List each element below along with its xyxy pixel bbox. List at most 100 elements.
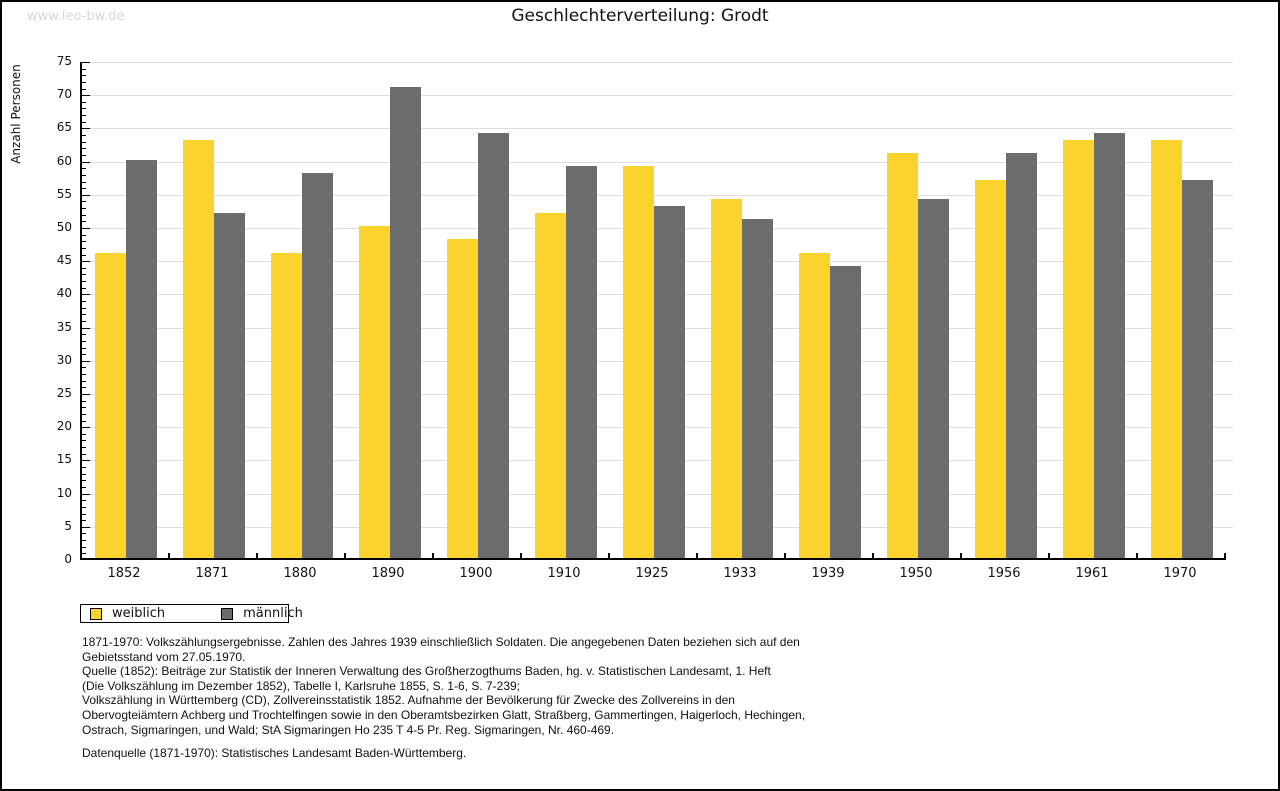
legend: weiblich männlich <box>80 604 303 623</box>
bar-männlich-1925 <box>654 206 685 558</box>
note-line: (Die Volkszählung im Dezember 1852), Tab… <box>82 678 521 693</box>
y-minor-tick <box>82 354 86 355</box>
y-minor-tick <box>82 142 86 143</box>
y-minor-tick <box>82 553 86 554</box>
chart-title: Geschlechterverteilung: Grodt <box>511 6 769 26</box>
y-label-15: 15 <box>56 452 72 466</box>
legend-swatch-maennlich <box>221 607 234 620</box>
y-minor-tick <box>82 387 86 388</box>
y-minor-tick <box>82 514 86 515</box>
notes-spacer <box>82 737 922 746</box>
y-minor-tick <box>82 407 86 408</box>
watermark: www.leo-bw.de <box>27 9 125 24</box>
y-major-tick <box>82 95 90 96</box>
y-label-0: 0 <box>64 552 72 566</box>
legend-label-maennlich: männlich <box>243 606 303 621</box>
bar-männlich-1852 <box>126 160 157 558</box>
y-minor-tick <box>82 308 86 309</box>
bar-männlich-1880 <box>302 173 333 558</box>
bar-weiblich-1880 <box>271 253 302 558</box>
y-minor-tick <box>82 168 86 169</box>
bar-männlich-1950 <box>918 199 949 558</box>
gridline <box>80 128 1233 129</box>
y-minor-tick <box>82 108 86 109</box>
x-boundary-tick <box>520 553 522 558</box>
bar-weiblich-1890 <box>359 226 390 558</box>
bar-weiblich-1970 <box>1151 140 1182 558</box>
x-boundary-tick <box>256 553 258 558</box>
bar-weiblich-1956 <box>975 180 1006 558</box>
y-major-tick <box>82 195 90 196</box>
bar-weiblich-1900 <box>447 239 478 558</box>
bar-männlich-1933 <box>742 219 773 558</box>
y-minor-tick <box>82 374 86 375</box>
y-minor-tick <box>82 348 86 349</box>
bar-weiblich-1933 <box>711 199 742 558</box>
x-label-1950: 1950 <box>899 566 933 581</box>
y-minor-tick <box>82 148 86 149</box>
x-label-1880: 1880 <box>283 566 317 581</box>
y-major-tick <box>82 361 90 362</box>
y-label-5: 5 <box>64 519 72 533</box>
x-boundary-tick <box>784 553 786 558</box>
y-label-60: 60 <box>56 154 72 168</box>
x-label-1956: 1956 <box>987 566 1021 581</box>
x-boundary-tick <box>960 553 962 558</box>
note-line: Quelle (1852): Beiträge zur Statistik de… <box>82 664 771 679</box>
y-minor-tick <box>82 533 86 534</box>
x-label-1852: 1852 <box>107 566 141 581</box>
x-label-1961: 1961 <box>1075 566 1109 581</box>
y-minor-tick <box>82 135 86 136</box>
bar-weiblich-1961 <box>1063 140 1094 558</box>
y-minor-tick <box>82 454 86 455</box>
source-notes: 1871-1970: Volkszählungsergebnisse. Zahl… <box>82 635 922 761</box>
y-label-45: 45 <box>56 253 72 267</box>
y-label-70: 70 <box>56 87 72 101</box>
y-major-tick <box>82 394 90 395</box>
bar-männlich-1939 <box>830 266 861 558</box>
y-minor-tick <box>82 82 86 83</box>
y-label-55: 55 <box>56 187 72 201</box>
y-minor-tick <box>82 401 86 402</box>
y-minor-tick <box>82 447 86 448</box>
bar-männlich-1970 <box>1182 180 1213 558</box>
x-label-1910: 1910 <box>547 566 581 581</box>
y-minor-tick <box>82 474 86 475</box>
y-minor-tick <box>82 487 86 488</box>
y-minor-tick <box>82 547 86 548</box>
y-major-tick <box>82 460 90 461</box>
y-label-20: 20 <box>56 419 72 433</box>
y-minor-tick <box>82 480 86 481</box>
bar-männlich-1871 <box>214 213 245 558</box>
y-minor-tick <box>82 248 86 249</box>
y-minor-tick <box>82 115 86 116</box>
x-boundary-tick <box>432 553 434 558</box>
x-boundary-tick <box>80 553 82 558</box>
bar-weiblich-1939 <box>799 253 830 558</box>
x-boundary-tick <box>344 553 346 558</box>
y-minor-tick <box>82 281 86 282</box>
y-minor-tick <box>82 155 86 156</box>
y-minor-tick <box>82 421 86 422</box>
y-minor-tick <box>82 268 86 269</box>
x-label-1925: 1925 <box>635 566 669 581</box>
gridline <box>80 195 1233 196</box>
y-major-tick <box>82 328 90 329</box>
note-line: Volkszählung in Württemberg (CD), Zollve… <box>82 693 735 708</box>
x-label-1890: 1890 <box>371 566 405 581</box>
y-minor-tick <box>82 75 86 76</box>
note-line: 1871-1970: Volkszählungsergebnisse. Zahl… <box>82 635 800 649</box>
y-minor-tick <box>82 520 86 521</box>
x-boundary-tick <box>696 553 698 558</box>
note-line: Gebietsstand vom 27.05.1970. <box>82 649 246 664</box>
y-axis-line <box>80 62 82 560</box>
y-minor-tick <box>82 334 86 335</box>
y-major-tick <box>82 427 90 428</box>
y-minor-tick <box>82 69 86 70</box>
x-boundary-tick <box>1136 553 1138 558</box>
bar-männlich-1961 <box>1094 133 1125 558</box>
gridline <box>80 62 1233 63</box>
y-minor-tick <box>82 89 86 90</box>
